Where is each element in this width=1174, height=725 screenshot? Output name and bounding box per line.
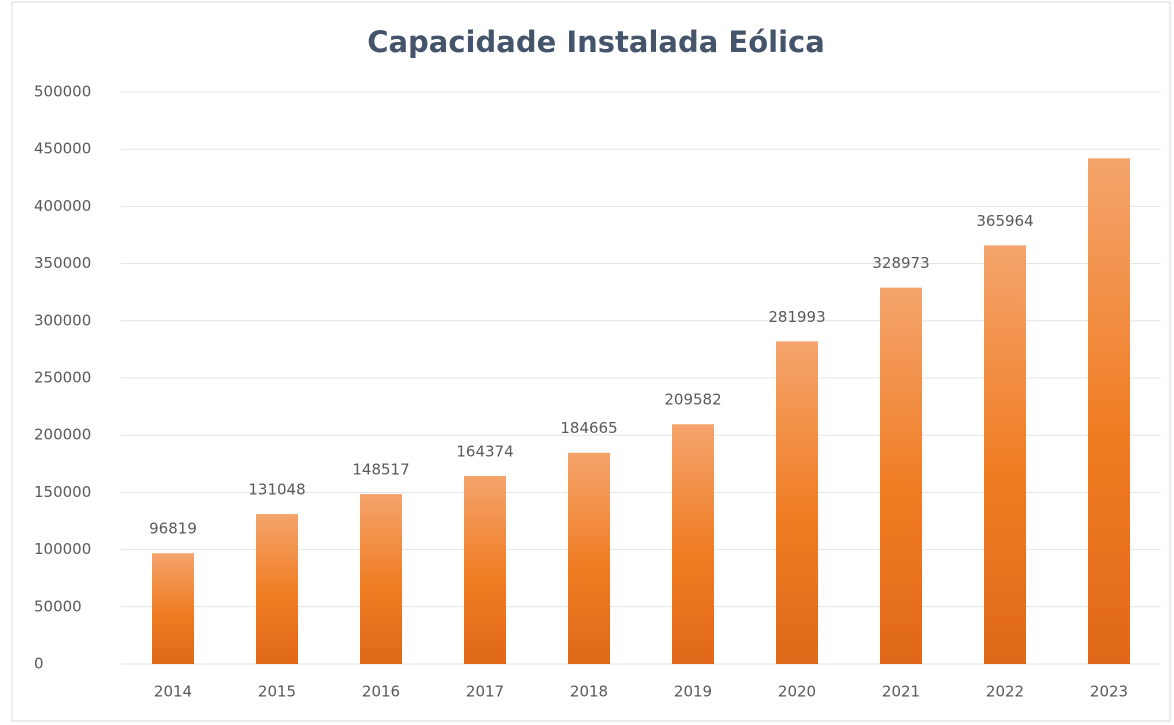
data-label: 148517: [352, 461, 409, 479]
x-tick-label: 2021: [882, 683, 920, 701]
bar: [152, 553, 194, 664]
chart-title: Capacidade Instalada Eólica: [367, 25, 825, 59]
x-tick-label: 2014: [154, 683, 192, 701]
bar: [984, 245, 1026, 664]
bar: [1088, 158, 1130, 665]
x-tick-label: 2020: [778, 683, 816, 701]
bar: [776, 341, 818, 664]
data-label: 96819: [149, 520, 197, 538]
bar: [568, 452, 610, 664]
data-label: 365964: [976, 212, 1033, 230]
data-label: 328973: [872, 254, 929, 272]
bar: [672, 424, 714, 664]
y-tick-label: 350000: [34, 254, 91, 272]
x-tick-label: 2016: [362, 683, 400, 701]
y-tick-label: 400000: [34, 197, 91, 215]
x-tick-label: 2022: [986, 683, 1024, 701]
y-tick-label: 250000: [34, 369, 91, 387]
data-label: 209582: [664, 391, 721, 409]
data-label: 164374: [456, 442, 513, 460]
x-tick-label: 2023: [1090, 683, 1128, 701]
y-tick-label: 300000: [34, 311, 91, 329]
bar: [464, 475, 506, 664]
data-label: 281993: [768, 308, 825, 326]
x-tick-label: 2017: [466, 683, 504, 701]
y-tick-label: 100000: [34, 540, 91, 558]
bar: [360, 494, 402, 664]
x-tick-label: 2019: [674, 683, 712, 701]
y-tick-label: 450000: [34, 140, 91, 158]
y-tick-label: 0: [34, 655, 44, 673]
data-label: 184665: [560, 419, 617, 437]
x-tick-label: 2018: [570, 683, 608, 701]
bar: [256, 514, 298, 664]
bar: [880, 287, 922, 664]
x-tick-label: 2015: [258, 683, 296, 701]
data-label: 131048: [248, 481, 305, 499]
y-tick-label: 200000: [34, 426, 91, 444]
y-tick-label: 500000: [34, 83, 91, 101]
y-tick-label: 150000: [34, 483, 91, 501]
y-tick-label: 50000: [34, 597, 82, 615]
